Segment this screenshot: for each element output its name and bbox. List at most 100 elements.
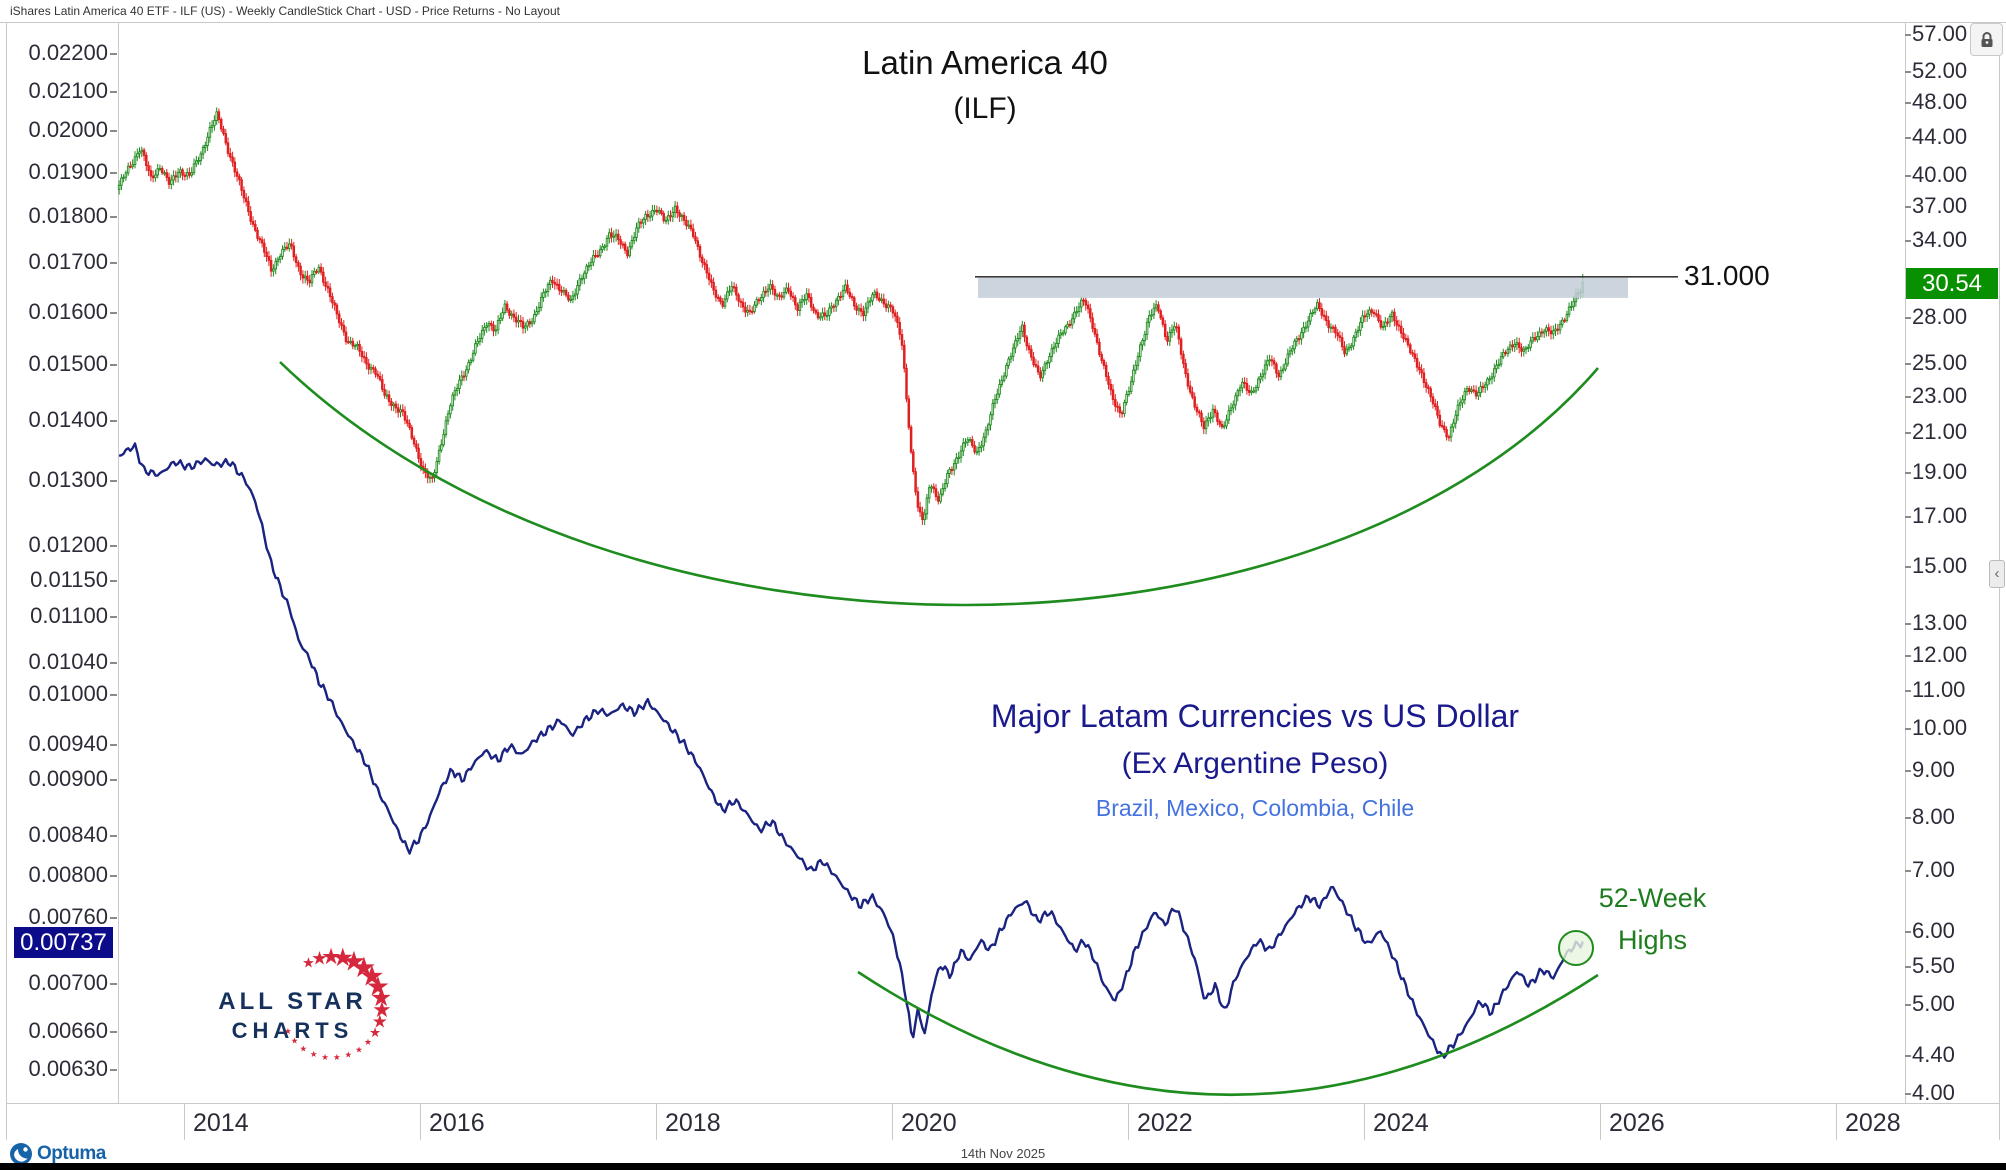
right-axis-tick-mark xyxy=(1905,566,1911,568)
right-axis-tick-mark xyxy=(1905,175,1911,177)
left-axis-tick-mark xyxy=(110,744,117,746)
time-axis-year-label: 2014 xyxy=(193,1109,249,1137)
left-axis-tick-mark xyxy=(110,662,117,664)
last-currency-badge: 0.00737 xyxy=(14,927,113,958)
left-axis-tick-label: 0.01900 xyxy=(28,159,108,184)
svg-text:★: ★ xyxy=(370,984,392,1012)
left-axis-tick-mark xyxy=(110,835,117,837)
left-axis-tick-label: 0.01200 xyxy=(28,532,108,557)
left-axis-tick-label: 0.01400 xyxy=(28,407,108,432)
time-axis-year-label: 2026 xyxy=(1609,1109,1665,1137)
highlight-circle[interactable] xyxy=(1558,930,1594,966)
left-axis-tick-mark xyxy=(110,364,117,366)
right-axis-tick-label: 6.00 xyxy=(1912,918,1955,943)
right-axis-tick-label: 37.00 xyxy=(1912,193,1968,218)
optuma-circle-icon xyxy=(10,1143,32,1165)
time-axis-year-label: 2020 xyxy=(901,1109,957,1137)
left-axis-tick-label: 0.01000 xyxy=(28,681,108,706)
right-axis-tick-label: 28.00 xyxy=(1912,304,1968,329)
time-axis-tick-mark xyxy=(420,1103,421,1140)
left-axis-tick-label: 0.00630 xyxy=(28,1056,108,1081)
right-axis-tick-mark xyxy=(1905,317,1911,319)
week52-line2: Highs xyxy=(1617,924,1688,955)
last-price-badge: 30.54 xyxy=(1906,268,1998,299)
right-axis-tick-mark xyxy=(1905,102,1911,104)
left-axis-tick-mark xyxy=(110,420,117,422)
right-axis-tick-label: 5.50 xyxy=(1912,953,1955,978)
left-axis-tick-mark xyxy=(110,875,117,877)
rounding-bottom-arcs[interactable] xyxy=(279,361,1599,1096)
right-axis-tick-label: 19.00 xyxy=(1912,459,1968,484)
left-axis-tick-mark xyxy=(110,779,117,781)
axis-lock-button[interactable] xyxy=(1970,23,2003,56)
right-axis-tick-label: 4.40 xyxy=(1912,1042,1955,1067)
svg-text:★: ★ xyxy=(331,944,354,972)
right-axis-tick-mark xyxy=(1905,206,1911,208)
right-axis-tick-mark xyxy=(1905,1004,1911,1006)
svg-text:★: ★ xyxy=(369,1025,381,1040)
left-axis-tick-mark xyxy=(110,53,117,55)
right-axis-tick-mark xyxy=(1905,728,1911,730)
right-axis-tick-mark xyxy=(1905,623,1911,625)
left-axis-tick-label: 0.01100 xyxy=(30,603,108,628)
svg-text:★: ★ xyxy=(311,948,328,969)
svg-text:★: ★ xyxy=(372,997,392,1022)
right-axis-tick-label: 13.00 xyxy=(1912,610,1968,635)
svg-text:★: ★ xyxy=(302,956,315,972)
right-axis-tick-mark xyxy=(1905,655,1911,657)
candlestick-series xyxy=(117,107,1585,526)
left-axis-tick-label: 0.01040 xyxy=(28,649,108,674)
right-axis-tick-label: 21.00 xyxy=(1912,419,1968,444)
panel-collapse-button[interactable]: ‹ xyxy=(1989,560,2005,588)
left-axis-tick-mark xyxy=(110,312,117,314)
time-axis-tick-mark xyxy=(1364,1103,1365,1140)
left-axis-tick-label: 0.00800 xyxy=(28,862,108,887)
left-axis-tick-label: 0.01500 xyxy=(28,351,108,376)
svg-text:★: ★ xyxy=(364,1037,372,1047)
time-axis-tick-mark xyxy=(1836,1103,1837,1140)
right-axis-tick-label: 34.00 xyxy=(1912,227,1968,252)
right-axis-tick-mark xyxy=(1905,1055,1911,1057)
time-axis-tick-mark xyxy=(892,1103,893,1140)
plot-left-border xyxy=(118,22,119,1103)
left-axis-tick-mark xyxy=(110,216,117,218)
left-axis-tick-mark xyxy=(110,1069,117,1071)
left-axis-tick-label: 0.02100 xyxy=(28,78,108,103)
right-axis-tick-label: 15.00 xyxy=(1912,553,1968,578)
print-date: 14th Nov 2025 xyxy=(960,1146,1046,1161)
svg-text:★: ★ xyxy=(342,945,367,976)
right-axis-tick-label: 7.00 xyxy=(1912,857,1955,882)
left-axis-tick-label: 0.02200 xyxy=(28,40,108,65)
left-axis-tick-label: 0.00660 xyxy=(28,1018,108,1043)
left-axis-tick-label: 0.01150 xyxy=(30,567,108,592)
right-axis-tick-mark xyxy=(1905,966,1911,968)
left-axis-tick-mark xyxy=(110,480,117,482)
time-axis-year-label: 2016 xyxy=(429,1109,485,1137)
logo-star-ring: ★★★★★★★★★★★★★★★★★★★★★ xyxy=(284,944,392,1062)
svg-text:★: ★ xyxy=(321,944,341,969)
week52-highs-annotation[interactable]: 52-Week Highs xyxy=(1570,878,1735,962)
allstarcharts-logo: ALL STAR CHARTS xyxy=(205,988,380,1044)
right-axis-tick-label: 9.00 xyxy=(1912,757,1955,782)
right-axis-tick-label: 44.00 xyxy=(1912,124,1968,149)
right-axis-tick-mark xyxy=(1905,396,1911,398)
currency-title-line1: Major Latam Currencies vs US Dollar xyxy=(990,698,1520,734)
chart-title: Latin America 40 (ILF) xyxy=(785,44,1185,126)
svg-text:★: ★ xyxy=(355,1044,363,1054)
right-axis-tick-label: 23.00 xyxy=(1912,383,1968,408)
plot-right-border xyxy=(1905,22,1906,1103)
right-axis-tick-label: 52.00 xyxy=(1912,58,1968,83)
left-axis-tick-label: 0.00760 xyxy=(28,904,108,929)
left-axis-tick-mark xyxy=(110,580,117,582)
svg-text:★: ★ xyxy=(310,1049,318,1059)
left-axis-tick-label: 0.00700 xyxy=(28,970,108,995)
resistance-band[interactable] xyxy=(975,275,1678,298)
left-axis-tick-mark xyxy=(110,545,117,547)
left-axis-tick-mark xyxy=(110,262,117,264)
right-axis-tick-mark xyxy=(1905,817,1911,819)
resistance-level-label[interactable]: 31.000 xyxy=(1684,260,1770,291)
right-axis-tick-mark xyxy=(1905,690,1911,692)
optuma-brand-label: Optuma xyxy=(37,1143,106,1164)
